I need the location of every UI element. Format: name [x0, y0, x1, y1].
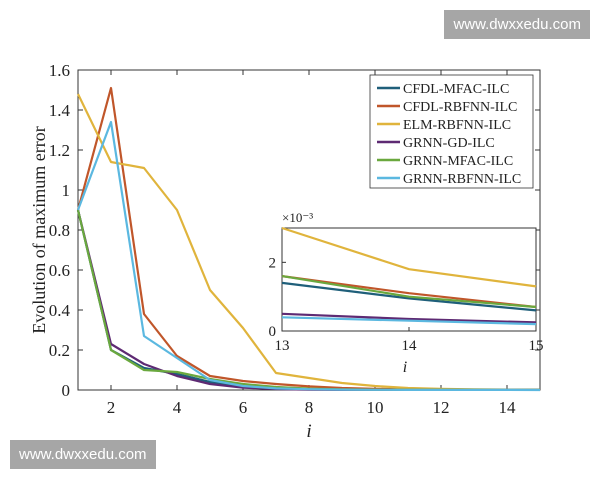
x-tick-label: 10: [367, 398, 384, 417]
x-tick-label: 2: [107, 398, 116, 417]
legend-entry: CFDL-MFAC-ILC: [403, 82, 509, 97]
inset-series-line-grnn-gd-ilc: [281, 312, 537, 324]
legend-entry: GRNN-GD-ILC: [403, 136, 495, 151]
inset-y-tick-label: 2: [269, 255, 277, 271]
inset-series-lines: [281, 226, 537, 326]
y-tick-label: 1.6: [49, 61, 70, 80]
series-line-grnn-rbfnn-ilc: [76, 120, 541, 392]
y-tick-label: 0.6: [49, 261, 70, 280]
legend-entry: ELM-RBFNN-ILC: [403, 118, 511, 133]
x-tick-label: 12: [433, 398, 450, 417]
main-series-lines: [76, 86, 541, 392]
inset-x-ticks: 13 14 15: [275, 327, 544, 354]
inset-exponent-label: ×10⁻³: [282, 210, 313, 225]
y-tick-label: 1.4: [49, 101, 71, 120]
inset-y-ticks: 02: [269, 255, 286, 340]
legend-box: [369, 74, 534, 189]
y-tick-label: 1.2: [49, 141, 70, 160]
y-tick-label: 0.2: [49, 341, 70, 360]
inset-y-tick-label: 0: [269, 324, 277, 340]
inset-x-tick-label: 15: [529, 338, 544, 354]
x-tick-label: 4: [173, 398, 182, 417]
inset-series-line-grnn-rbfnn-ilc: [281, 316, 537, 326]
y-tick-label: 0.4: [49, 301, 71, 320]
legend: CFDL-MFAC-ILC CFDL-RBFNN-ILC ELM-RBFNN-ILC…: [369, 74, 534, 189]
y-axis-label: Evolution of maximum error: [29, 126, 49, 333]
main-y-ticks: 0 0.2 0.4 0.6 0.8 1 1.2 1.4 1.6: [49, 61, 540, 400]
inset-series-line-elm-rbfnn-ilc: [281, 226, 537, 288]
x-tick-label: 8: [305, 398, 314, 417]
x-tick-label: 14: [499, 398, 517, 417]
main-x-ticks: 2 4 6 8 10 12 14: [107, 70, 516, 417]
x-tick-label: 6: [239, 398, 248, 417]
watermark-bottom: www.dwxxedu.com: [10, 440, 156, 469]
inset-x-tick-label: 13: [275, 338, 290, 354]
y-tick-label: 0: [62, 381, 71, 400]
inset-x-axis-label: i: [403, 359, 407, 376]
inset-plot-area: [281, 227, 537, 332]
inset-series-line-cfdl-mfac-ilc: [281, 281, 537, 312]
y-tick-label: 1: [62, 181, 71, 200]
legend-entry: CFDL-RBFNN-ILC: [403, 100, 517, 115]
inset-series-line-cfdl-rbfnn-ilc: [281, 275, 537, 309]
watermark-top: www.dwxxedu.com: [444, 10, 590, 39]
legend-entry: GRNN-RBFNN-ILC: [403, 172, 521, 187]
inset-series-line-grnn-mfac-ilc: [281, 275, 537, 309]
x-axis-label: i: [306, 421, 311, 442]
inset-x-tick-label: 14: [402, 338, 418, 354]
y-tick-label: 0.8: [49, 221, 70, 240]
inset-plot: 13 14 15 02 ×10⁻³ i: [269, 210, 544, 376]
legend-entry: GRNN-MFAC-ILC: [403, 154, 513, 169]
